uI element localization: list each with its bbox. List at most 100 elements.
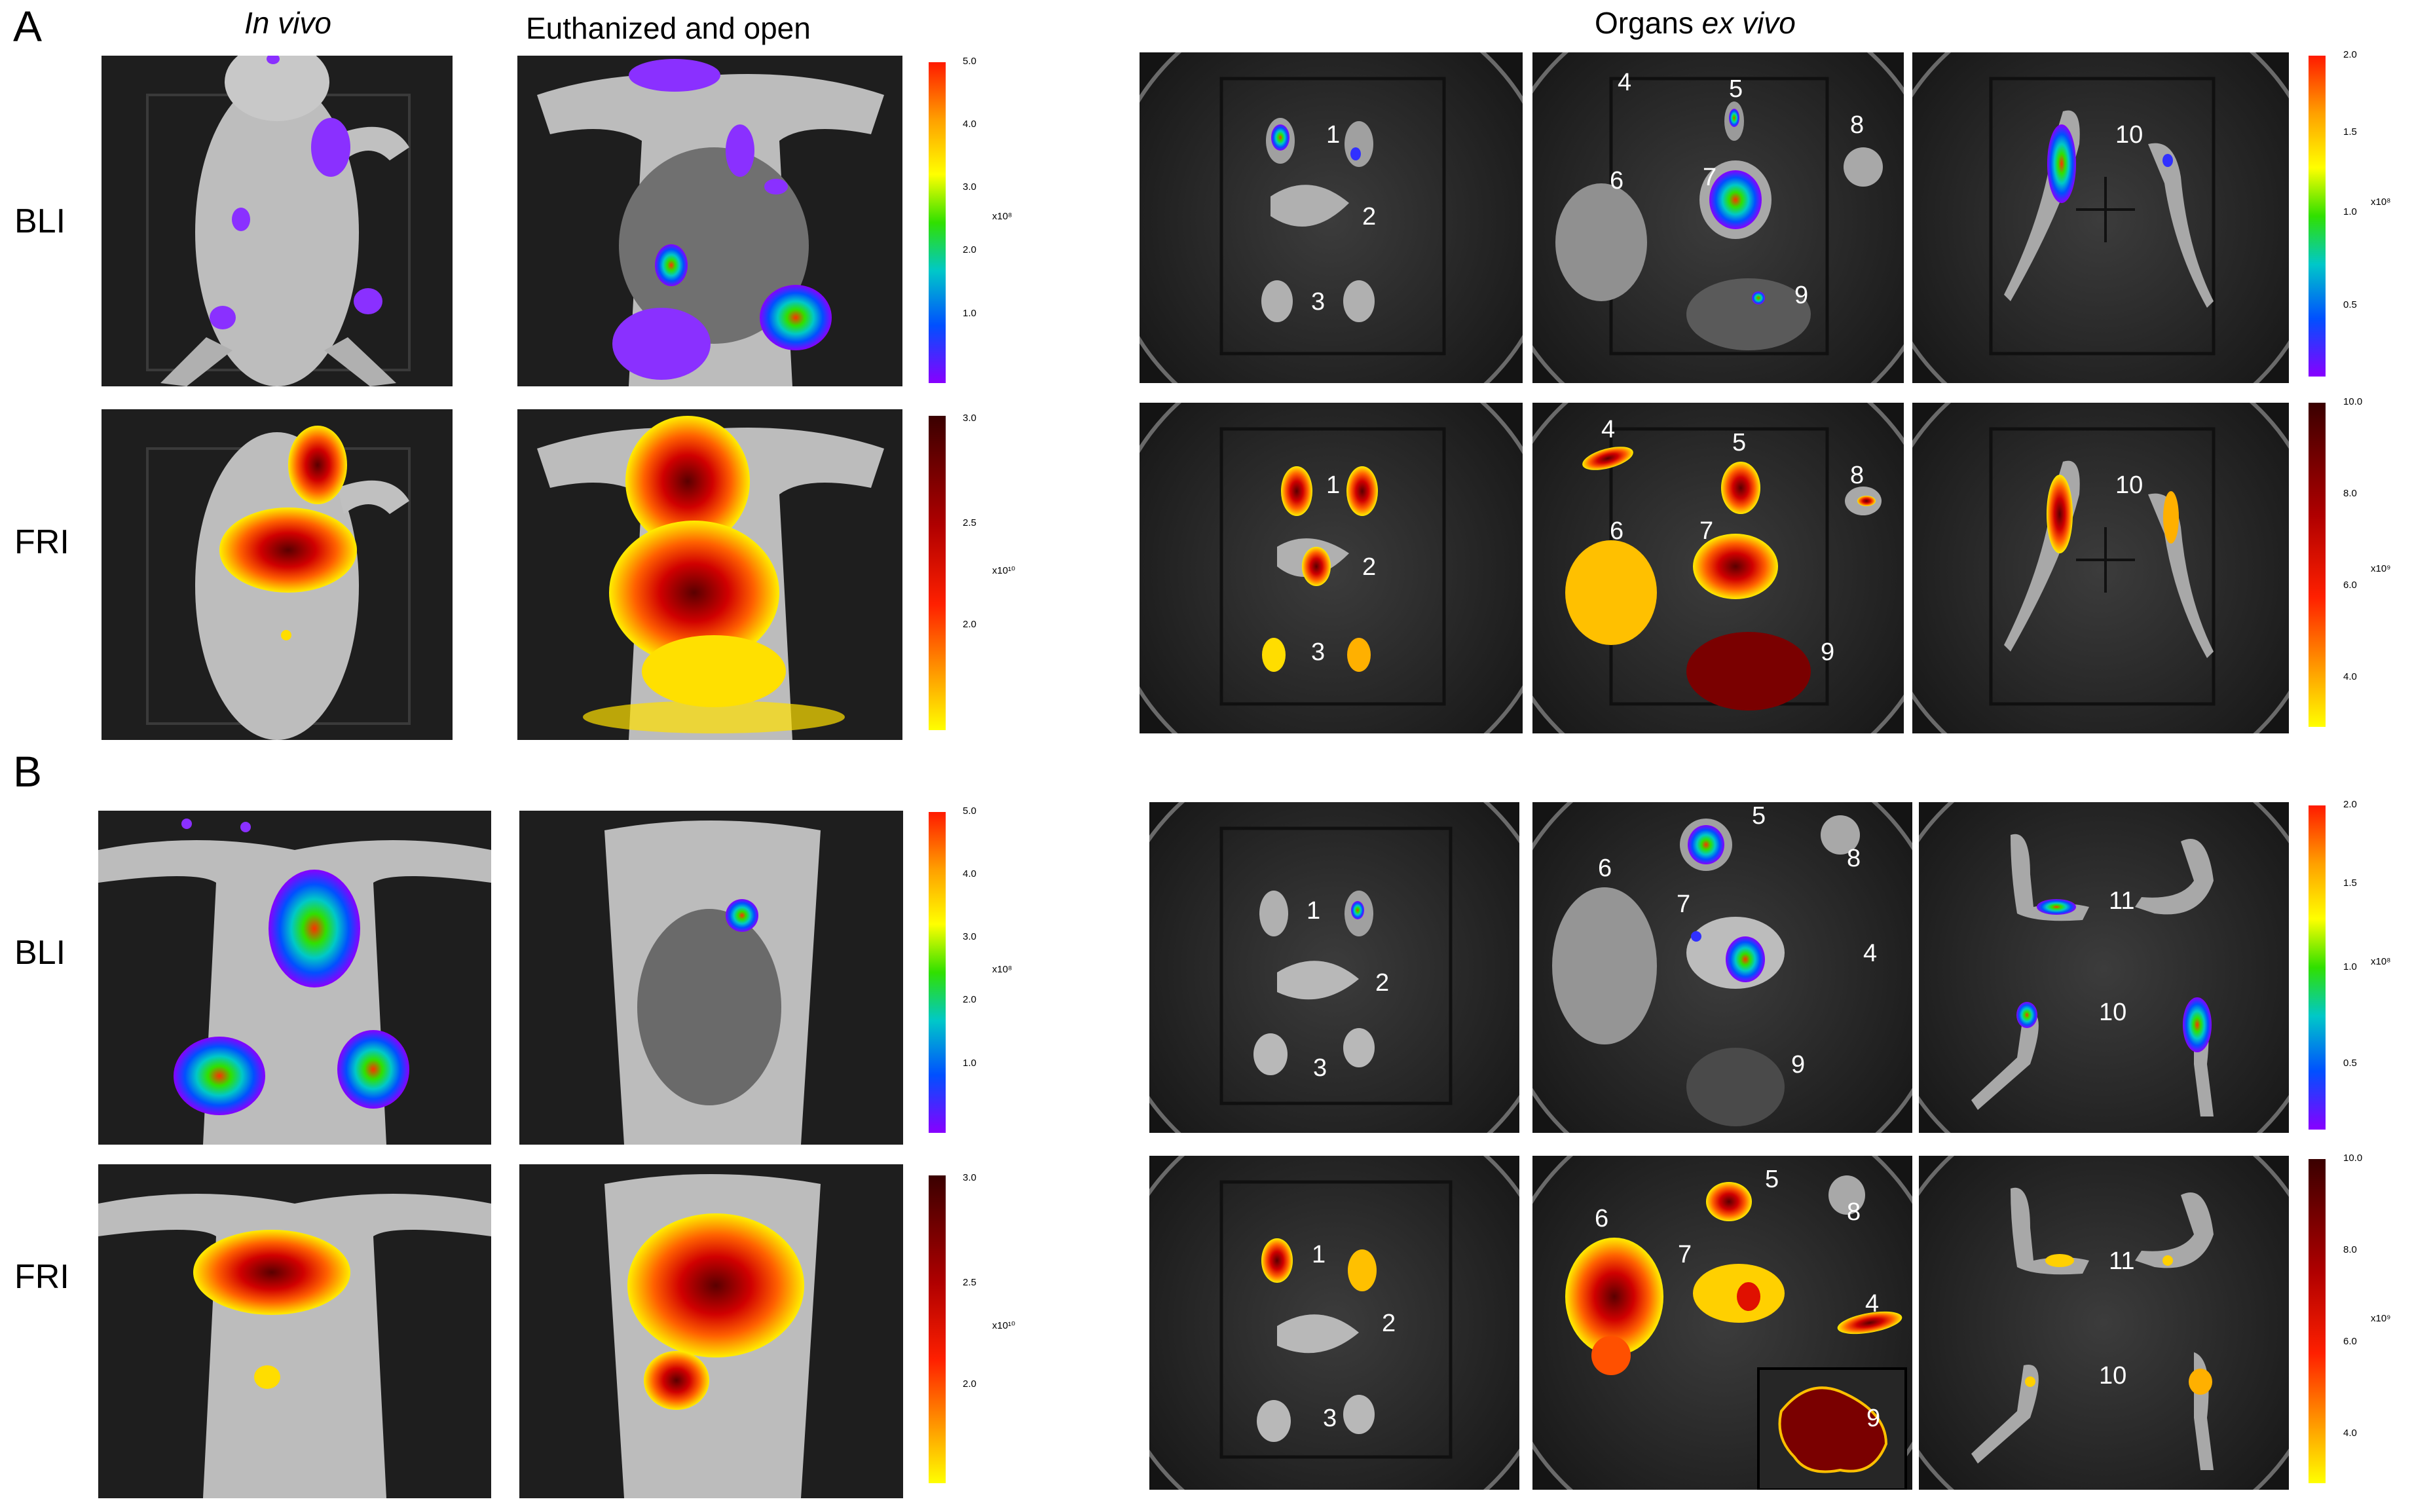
colorbar-exponent: x10⁹ bbox=[2371, 1313, 2391, 1324]
colorbar-exponent: x10¹⁰ bbox=[992, 565, 1016, 576]
colorbar-tick: 1.0 bbox=[963, 1058, 976, 1069]
colorbar-tick: 3.0 bbox=[963, 1172, 976, 1183]
organ-label: 7 bbox=[1703, 164, 1717, 191]
colorbar-tick: 4.0 bbox=[2343, 1428, 2357, 1439]
colorbar-tick: 4.0 bbox=[963, 119, 976, 130]
colorbar-tick: 2.0 bbox=[2343, 799, 2357, 810]
image-b-fri-organs-2: 5 6 7 8 4 9 bbox=[1532, 1156, 1912, 1490]
colorbar-tick: 1.0 bbox=[2343, 961, 2357, 972]
colorbar-tick: 0.5 bbox=[2343, 1058, 2357, 1069]
organ-label: 2 bbox=[1362, 203, 1377, 230]
colorbar-tick: 10.0 bbox=[2343, 396, 2363, 407]
colorbar-tick: 1.0 bbox=[2343, 206, 2357, 217]
organ-label: 6 bbox=[1598, 855, 1612, 882]
colorbar-exponent: x10⁸ bbox=[992, 211, 1012, 222]
image-a-fri-euthanized bbox=[517, 409, 902, 740]
organ-label: 9 bbox=[1866, 1405, 1881, 1432]
colorbar-exponent: x10⁹ bbox=[2371, 563, 2391, 574]
colorbar-tick: 6.0 bbox=[2343, 580, 2357, 591]
organ-label: 9 bbox=[1791, 1051, 1806, 1079]
image-b-bli-organs-3: 11 10 bbox=[1919, 802, 2289, 1133]
colorbar-tick: 1.0 bbox=[963, 308, 976, 319]
colorbar-tick: 8.0 bbox=[2343, 488, 2357, 499]
colorbar-tick: 2.0 bbox=[963, 244, 976, 255]
organ-label: 6 bbox=[1595, 1205, 1609, 1232]
colorbar-tick: 2.0 bbox=[963, 994, 976, 1005]
organ-label: 3 bbox=[1323, 1405, 1337, 1432]
image-b-fri-in-vivo bbox=[98, 1164, 491, 1498]
organ-label: 10 bbox=[2099, 999, 2127, 1026]
colorbar-tick: 5.0 bbox=[963, 56, 976, 67]
organ-label: 1 bbox=[1307, 897, 1321, 925]
colorbar-tick: 10.0 bbox=[2343, 1152, 2363, 1164]
organ-label: 7 bbox=[1678, 1241, 1692, 1268]
colorbar-tick: 3.0 bbox=[963, 413, 976, 424]
header-euthanized: Euthanized and open bbox=[526, 11, 811, 45]
organ-label: 7 bbox=[1677, 891, 1691, 918]
colorbar-tick: 8.0 bbox=[2343, 1244, 2357, 1255]
organ-label: 4 bbox=[1865, 1290, 1880, 1318]
organ-label: 9 bbox=[1794, 282, 1809, 309]
header-in-vivo: In vivo bbox=[244, 6, 331, 40]
colorbar-exponent: x10⁸ bbox=[2371, 196, 2391, 208]
colorbar-tick: 2.5 bbox=[963, 1277, 976, 1288]
organ-label: 4 bbox=[1601, 416, 1616, 443]
colorbar-tick: 1.5 bbox=[2343, 126, 2357, 138]
image-b-fri-organs-3: 11 10 bbox=[1919, 1156, 2289, 1490]
organ-label: 3 bbox=[1313, 1054, 1327, 1082]
row-label-a-bli: BLI bbox=[14, 202, 66, 240]
image-b-fri-organs-1: 1 2 3 bbox=[1149, 1156, 1519, 1490]
colorbar-exponent: x10⁸ bbox=[992, 964, 1012, 975]
row-label-a-fri: FRI bbox=[14, 523, 69, 561]
image-a-fri-organs-1: 1 2 3 bbox=[1140, 403, 1523, 733]
organ-label: 7 bbox=[1699, 517, 1714, 545]
organ-label: 5 bbox=[1765, 1166, 1779, 1193]
colorbar-exponent: x10⁸ bbox=[2371, 956, 2391, 967]
colorbar-exponent: x10¹⁰ bbox=[992, 1320, 1016, 1331]
organ-label: 8 bbox=[1847, 845, 1861, 872]
organ-label: 1 bbox=[1326, 121, 1341, 149]
panel-label-a: A bbox=[13, 2, 43, 50]
organ-label: 8 bbox=[1850, 111, 1865, 139]
organ-label: 8 bbox=[1850, 462, 1865, 489]
colorbar-tick: 4.0 bbox=[2343, 671, 2357, 682]
organ-label: 11 bbox=[2109, 1247, 2135, 1275]
image-a-bli-euthanized bbox=[517, 56, 902, 386]
colorbar-tick: 2.0 bbox=[2343, 49, 2357, 60]
organ-label: 2 bbox=[1362, 553, 1377, 581]
organ-label: 3 bbox=[1311, 638, 1326, 666]
image-a-bli-organs-1: 1 2 3 bbox=[1140, 52, 1523, 383]
colorbar-tick: 2.5 bbox=[963, 517, 976, 528]
organ-label: 6 bbox=[1610, 167, 1624, 194]
organ-label: 10 bbox=[2099, 1362, 2127, 1390]
colorbar-tick: 5.0 bbox=[963, 805, 976, 817]
organ-label: 1 bbox=[1312, 1241, 1326, 1268]
panel-label-b: B bbox=[13, 747, 43, 796]
organ-label: 2 bbox=[1382, 1310, 1396, 1337]
colorbar-tick: 2.0 bbox=[963, 1378, 976, 1390]
header-organs-suffix: ex vivo bbox=[1701, 6, 1796, 40]
colorbar-tick: 0.5 bbox=[2343, 299, 2357, 310]
organ-label: 2 bbox=[1375, 969, 1390, 997]
row-label-b-fri: FRI bbox=[14, 1258, 69, 1296]
organ-label: 5 bbox=[1752, 802, 1766, 830]
organ-label: 10 bbox=[2115, 121, 2143, 149]
organ-label: 5 bbox=[1729, 75, 1743, 103]
image-a-bli-in-vivo bbox=[102, 56, 453, 386]
row-label-b-bli: BLI bbox=[14, 934, 66, 972]
image-b-bli-euthanized bbox=[519, 811, 903, 1145]
header-organs-ex-vivo: Organs ex vivo bbox=[1595, 5, 1796, 41]
image-a-fri-in-vivo bbox=[102, 409, 453, 740]
organ-label: 10 bbox=[2115, 471, 2143, 499]
organ-label: 9 bbox=[1821, 638, 1835, 666]
image-a-fri-organs-3: 10 bbox=[1912, 403, 2289, 733]
image-b-fri-euthanized bbox=[519, 1164, 903, 1498]
colorbar-tick: 1.5 bbox=[2343, 877, 2357, 889]
organ-label: 8 bbox=[1847, 1198, 1861, 1226]
organ-label: 3 bbox=[1311, 288, 1326, 316]
image-a-bli-organs-3: 10 bbox=[1912, 52, 2289, 383]
image-a-bli-organs-2: 4 5 6 7 8 9 bbox=[1532, 52, 1904, 383]
organ-label: 6 bbox=[1610, 517, 1624, 545]
image-b-bli-in-vivo bbox=[98, 811, 491, 1145]
colorbar-tick: 4.0 bbox=[963, 868, 976, 879]
